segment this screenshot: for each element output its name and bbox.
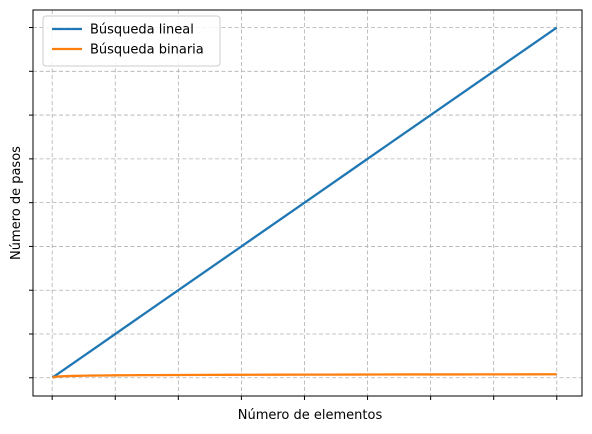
legend-label-busqueda-binaria: Búsqueda binaria: [90, 43, 204, 58]
series-layer: [52, 26, 558, 379]
legend-box: [42, 15, 221, 67]
y-axis-label: Número de pasos: [9, 146, 24, 260]
series-line-busqueda-binaria: [52, 373, 557, 379]
legend: Búsqueda lineal Búsqueda binaria: [42, 15, 221, 67]
ticks: [29, 27, 558, 400]
x-axis-label: Número de elementos: [238, 408, 383, 423]
legend-label-busqueda-lineal: Búsqueda lineal: [90, 23, 194, 38]
series-line-busqueda-lineal: [52, 26, 558, 379]
